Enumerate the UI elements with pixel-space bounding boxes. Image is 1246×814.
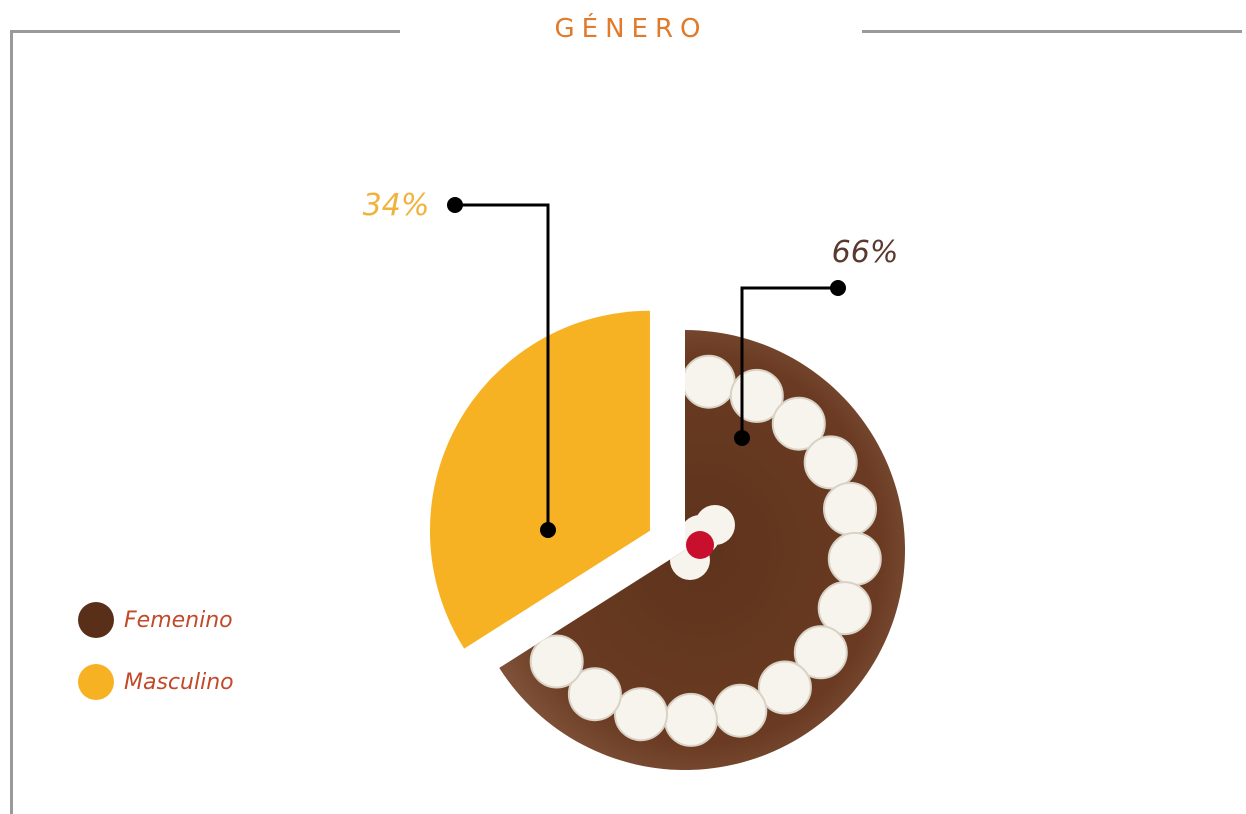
chart-title: GÉNERO xyxy=(554,14,708,44)
cream-dollop-decoration xyxy=(729,368,784,423)
cream-dollop-decoration xyxy=(663,692,718,747)
cream-dollop-decoration xyxy=(803,435,858,490)
cherry-decoration xyxy=(686,531,714,559)
leader-line-femenino-dot xyxy=(734,430,750,446)
legend-swatch-masculino xyxy=(78,664,114,700)
leader-line-femenino-dot xyxy=(830,280,846,296)
cream-dollop-decoration xyxy=(681,354,736,409)
cream-dollop-decoration xyxy=(529,634,584,689)
cream-dollop-decoration xyxy=(713,683,768,738)
pie-slice-masculino xyxy=(429,310,650,649)
leader-line-femenino xyxy=(740,286,838,438)
data-label-femenino: 66% xyxy=(832,235,899,270)
cream-dollop-decoration xyxy=(771,396,826,451)
leader-line-masculino xyxy=(455,203,550,530)
cream-dollop-decoration xyxy=(614,687,668,742)
frame-left-line xyxy=(10,30,13,814)
legend-swatch-femenino xyxy=(78,602,114,638)
legend-label-femenino: Femenino xyxy=(124,607,233,633)
frame-top-right-line xyxy=(862,30,1242,33)
cream-dollop-decoration xyxy=(817,581,872,636)
leader-line-masculino-dot xyxy=(540,522,556,538)
data-label-masculino: 34% xyxy=(363,188,430,223)
legend: Femenino Masculino xyxy=(78,600,234,724)
cream-dollop-decoration xyxy=(823,481,877,536)
cream-dollop-decoration xyxy=(827,531,882,586)
cream-dollop-decoration xyxy=(567,667,622,722)
frame-top-left-line xyxy=(10,30,400,33)
cream-dollop-decoration xyxy=(757,660,812,715)
legend-item-femenino: Femenino xyxy=(78,600,234,640)
legend-label-masculino: Masculino xyxy=(124,669,234,695)
legend-item-masculino: Masculino xyxy=(78,662,234,702)
leader-line-masculino-dot xyxy=(447,197,463,213)
cream-dollop-decoration xyxy=(793,625,848,680)
